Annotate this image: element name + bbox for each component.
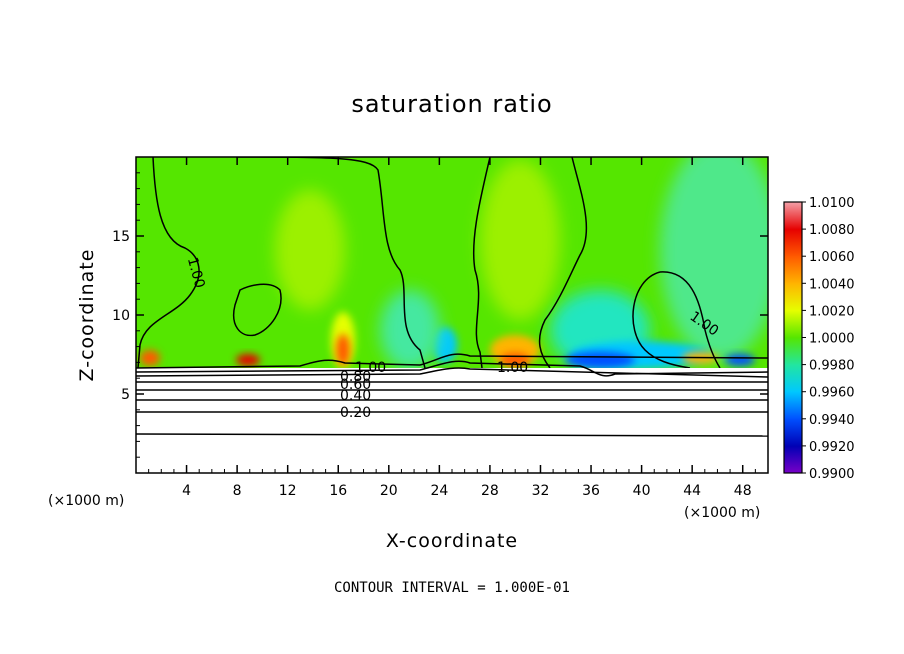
x-tick-label: 36 (582, 483, 600, 499)
contour-labels: 1.00 1.00 1.00 1.00 0.80 0.60 0.40 0.20 (184, 256, 721, 421)
colorbar-label: 0.9960 (809, 386, 855, 401)
y-axis: 5 10 15 (112, 172, 768, 458)
colorbar-swatch (784, 445, 802, 474)
x-unit-right: (×1000 m) (684, 505, 760, 521)
x-axis-label: X-coordinate (386, 530, 518, 552)
x-axis: 4 8 12 16 20 24 28 32 36 40 44 48 (148, 157, 756, 499)
colorbar: 1.0100 1.0080 1.0060 1.0040 1.0020 1.0000 0.99… (783, 196, 855, 482)
x-tick-label: 32 (532, 483, 550, 499)
colorbar-label: 1.0020 (809, 304, 855, 319)
contour-label: 1.00 (497, 360, 528, 376)
colorbar-label: 1.0060 (809, 250, 855, 265)
colorbar-swatch (784, 418, 802, 447)
colorbar-label: 1.0000 (809, 332, 855, 347)
y-axis-label: Z-coordinate (76, 249, 98, 382)
chart-title: saturation ratio (351, 90, 552, 118)
x-tick-label: 4 (182, 483, 191, 499)
colorbar-label: 1.0100 (809, 196, 855, 211)
contour-lines-upper (137, 157, 721, 368)
x-tick-label: 8 (233, 483, 242, 499)
x-tick-label: 44 (683, 483, 701, 499)
contour-label: 0.60 (340, 377, 371, 393)
contour-label: 1.00 (355, 360, 386, 376)
colorbar-swatch (784, 391, 802, 420)
y-tick-label: 5 (121, 387, 130, 403)
colorbar-swatch (784, 229, 802, 257)
x-tick-label: 24 (430, 483, 448, 499)
colorbar-label: 1.0040 (809, 277, 855, 292)
colorbar-swatch (784, 256, 802, 284)
x-tick-label: 40 (633, 483, 651, 499)
colorbar-swatch (784, 337, 802, 366)
colorbar-label: 0.9920 (809, 440, 855, 455)
colorbar-label: 0.9900 (809, 467, 855, 482)
x-tick-label: 20 (380, 483, 398, 499)
colorbar-swatch (784, 364, 802, 393)
colorbar-swatch (784, 202, 802, 230)
contour-label: 0.40 (340, 388, 371, 404)
colorbar-label: 0.9980 (809, 359, 855, 374)
colorbar-label: 0.9940 (809, 413, 855, 428)
contour-lines-lower (135, 353, 769, 437)
colorbar-label: 1.0080 (809, 223, 855, 238)
x-tick-label: 16 (329, 483, 347, 499)
colorbar-swatch (784, 310, 802, 338)
x-unit-left: (×1000 m) (48, 493, 124, 509)
x-tick-label: 48 (734, 483, 752, 499)
heatmap-field (136, 157, 768, 368)
x-tick-label: 28 (481, 483, 499, 499)
contour-label: 1.00 (184, 256, 208, 290)
x-tick-label: 12 (279, 483, 297, 499)
contour-label: 0.20 (340, 405, 371, 421)
y-tick-label: 10 (112, 308, 130, 324)
y-tick-label: 15 (112, 229, 130, 245)
contour-interval-note: CONTOUR INTERVAL = 1.000E-01 (334, 580, 570, 596)
colorbar-swatch (784, 283, 802, 311)
contour-label: 0.80 (340, 369, 371, 385)
